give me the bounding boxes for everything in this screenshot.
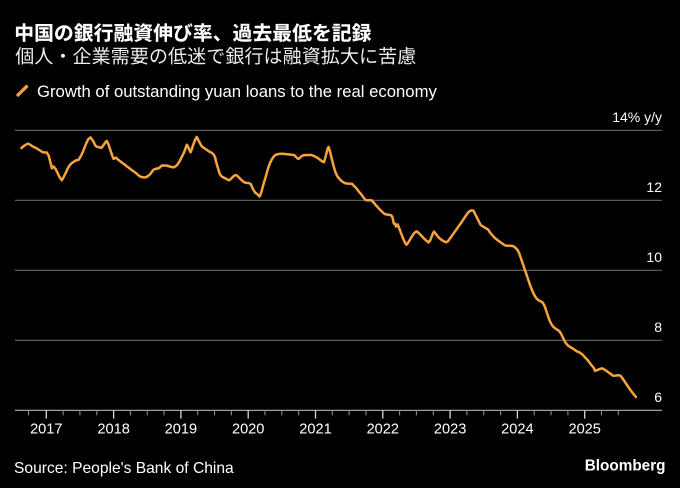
svg-text:10: 10 [646, 249, 662, 265]
svg-text:12: 12 [646, 179, 662, 195]
svg-text:Source: People's Bank of China: Source: People's Bank of China [14, 460, 234, 477]
svg-text:2018: 2018 [97, 421, 129, 437]
svg-text:2024: 2024 [501, 421, 533, 437]
svg-text:Growth of outstanding yuan loa: Growth of outstanding yuan loans to the … [37, 82, 437, 101]
svg-text:2022: 2022 [367, 421, 399, 437]
svg-text:8: 8 [654, 319, 662, 335]
svg-text:2021: 2021 [299, 421, 331, 437]
svg-text:14% y/y: 14% y/y [612, 109, 662, 125]
svg-text:2025: 2025 [568, 421, 600, 437]
svg-text:6: 6 [654, 389, 662, 405]
svg-text:2020: 2020 [232, 421, 264, 437]
svg-text:Bloomberg: Bloomberg [585, 458, 666, 475]
svg-text:2017: 2017 [30, 421, 62, 437]
svg-text:2019: 2019 [165, 421, 197, 437]
svg-text:2023: 2023 [434, 421, 466, 437]
